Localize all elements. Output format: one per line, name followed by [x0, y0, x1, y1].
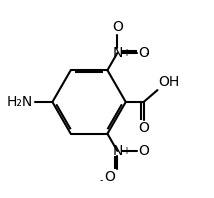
Text: O: O [104, 170, 115, 184]
Text: O: O [138, 46, 149, 60]
Text: H₂N: H₂N [6, 95, 33, 109]
Text: N: N [112, 144, 123, 158]
Text: O: O [112, 20, 123, 34]
Text: OH: OH [159, 75, 180, 89]
Text: N: N [112, 46, 123, 60]
Text: -: - [145, 48, 149, 58]
Text: +: + [122, 48, 130, 58]
Text: -: - [100, 175, 103, 185]
Text: +: + [122, 146, 130, 156]
Text: O: O [138, 144, 149, 158]
Text: O: O [138, 121, 149, 135]
